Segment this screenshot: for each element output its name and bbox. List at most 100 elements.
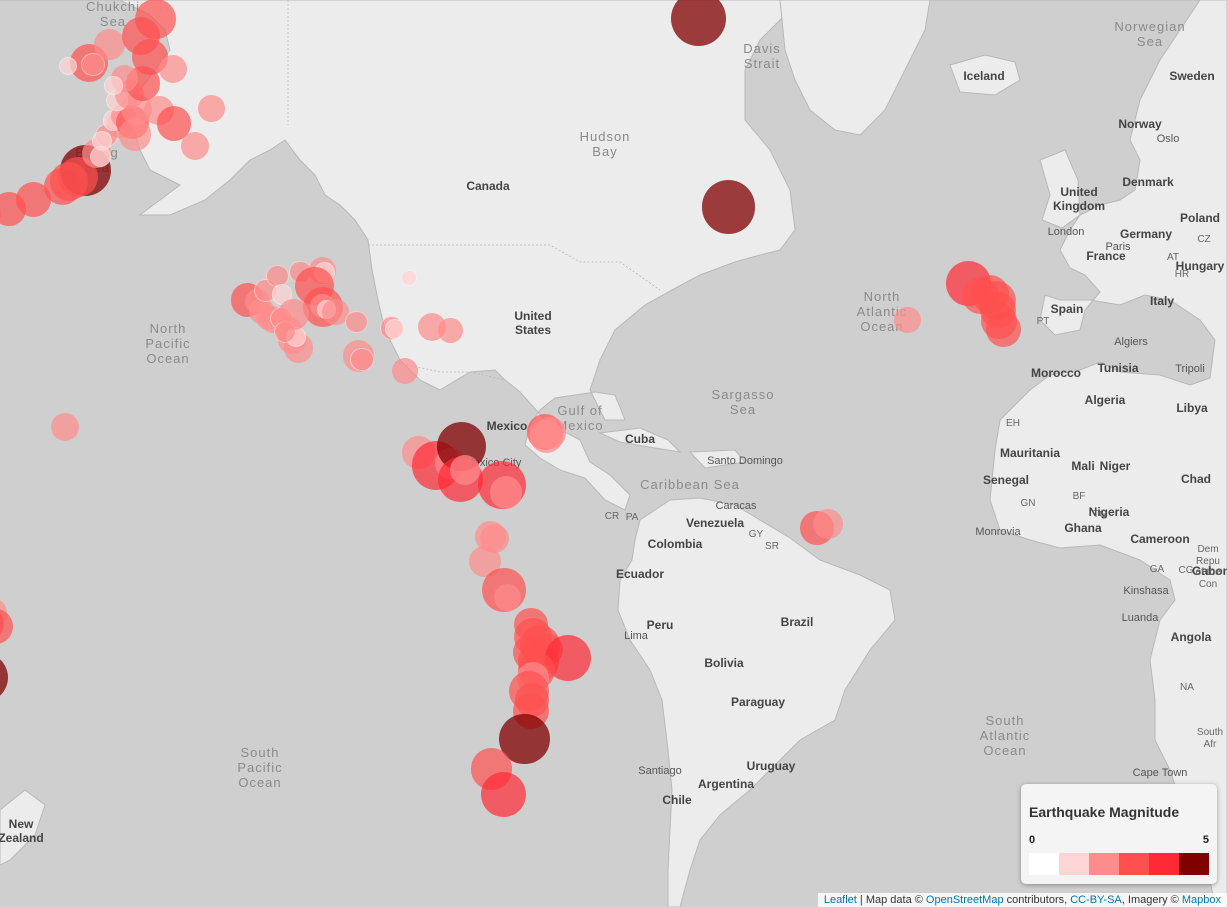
legend-swatch — [1059, 853, 1089, 875]
earthquake-marker[interactable] — [437, 318, 463, 343]
cuba-landmass — [598, 427, 682, 453]
code-label-cg: CG — [1178, 565, 1194, 576]
city-label-paris: Paris — [1105, 241, 1131, 253]
earthquake-marker[interactable] — [701, 180, 756, 235]
code-label-eh: EH — [1006, 418, 1020, 429]
ocean-label-gulf-of-mexico: Gulf of Mexico — [556, 403, 604, 433]
legend-color-scale — [1029, 853, 1209, 875]
earthquake-marker[interactable] — [489, 476, 523, 509]
legend-swatch — [1119, 853, 1149, 875]
country-label-france: France — [1086, 249, 1126, 263]
earthquake-marker[interactable] — [50, 413, 79, 442]
earthquake-marker[interactable] — [198, 94, 225, 122]
country-label-paraguay: Paraguay — [730, 695, 786, 709]
greenland-landmass — [779, 0, 931, 136]
earthquake-marker[interactable] — [670, 0, 726, 47]
earthquake-marker[interactable] — [392, 358, 418, 384]
earthquake-marker[interactable] — [493, 583, 521, 611]
earthquake-marker[interactable] — [104, 76, 124, 96]
earthquake-marker[interactable] — [278, 299, 310, 331]
earthquake-marker[interactable] — [59, 57, 77, 75]
country-label-mexico: Mexico — [486, 419, 528, 433]
legend-swatch — [1089, 853, 1119, 875]
iceland-landmass — [949, 54, 1021, 96]
country-label-united-kingdom: United Kingdom — [1053, 185, 1105, 213]
earthquake-marker[interactable] — [385, 318, 406, 340]
country-label-spain: Spain — [1050, 302, 1084, 316]
earthquake-marker[interactable] — [118, 118, 152, 151]
code-label-ga: GA — [1149, 564, 1165, 575]
code-label-pt: PT — [1036, 316, 1050, 327]
ocean-label-hudson-bay: Hudson Bay — [579, 129, 631, 159]
country-label-bolivia: Bolivia — [704, 656, 744, 670]
legend-swatch — [1179, 853, 1209, 875]
country-label-uruguay: Uruguay — [746, 759, 796, 773]
country-label-brazil: Brazil — [780, 615, 814, 629]
country-label-cameroon: Cameroon — [1130, 532, 1190, 546]
city-label-algiers: Algiers — [1114, 336, 1148, 348]
us-mexico-border — [394, 361, 506, 381]
country-label-colombia: Colombia — [647, 537, 703, 551]
country-label-ghana: Ghana — [1064, 521, 1102, 535]
earthquake-marker[interactable] — [321, 298, 349, 326]
city-label-santo-domingo: Santo Domingo — [707, 455, 783, 467]
earthquake-marker[interactable] — [401, 270, 417, 287]
country-label-venezuela: Venezuela — [685, 516, 745, 530]
earthquake-marker[interactable] — [0, 653, 9, 703]
earthquake-marker[interactable] — [534, 417, 567, 449]
country-label-germany: Germany — [1119, 227, 1173, 241]
earthquake-marker[interactable] — [345, 310, 368, 334]
earthquake-marker[interactable] — [481, 772, 527, 818]
earthquake-marker[interactable] — [813, 509, 844, 540]
earthquake-marker[interactable] — [181, 131, 210, 160]
code-label-at: AT — [1166, 252, 1180, 263]
country-label-cuba: Cuba — [625, 432, 655, 446]
earthquake-marker[interactable] — [450, 455, 481, 486]
city-label-lima: Lima — [624, 630, 648, 642]
attribution-text-2: contributors, — [1003, 894, 1071, 906]
south-america-landmass — [617, 497, 896, 907]
country-label-hungary: Hungary — [1175, 259, 1225, 273]
country-label-angola: Angola — [1170, 630, 1212, 644]
earthquake-marker[interactable] — [81, 52, 105, 77]
mapbox-link[interactable]: Mapbox — [1181, 894, 1221, 906]
cc-by-sa-link[interactable]: CC-BY-SA — [1070, 894, 1122, 906]
earthquake-marker[interactable] — [93, 28, 126, 61]
code-label-pa: PA — [625, 512, 639, 523]
code-label-south-afr: South Afr — [1196, 727, 1224, 750]
earthquake-marker[interactable] — [350, 347, 374, 372]
earthquake-marker[interactable] — [135, 0, 176, 40]
code-label-cr: CR — [604, 511, 620, 522]
country-label-tunisia: Tunisia — [1097, 361, 1139, 375]
code-label-gn: GN — [1020, 498, 1036, 509]
country-label-norway: Norway — [1118, 117, 1162, 131]
ocean-label-sargasso-sea: Sargasso Sea — [711, 387, 775, 417]
europe-africa-landmass — [989, 0, 1227, 907]
legend-min-label: 0 — [1029, 834, 1036, 846]
code-label-hr: HR — [1174, 269, 1190, 280]
city-label-london: London — [1047, 226, 1085, 238]
city-label-monrovia: Monrovia — [975, 526, 1021, 538]
earthquake-marker[interactable] — [89, 146, 111, 168]
code-label-sr: SR — [765, 541, 779, 552]
city-label-tripoli: Tripoli — [1175, 363, 1205, 375]
earthquake-marker[interactable] — [50, 162, 89, 201]
country-label-nigeria: Nigeria — [1088, 505, 1130, 519]
country-label-chad: Chad — [1181, 472, 1211, 486]
earthquake-marker[interactable] — [0, 609, 14, 645]
ocean-label-norwegian-sea: Norwegian Sea — [1114, 19, 1186, 49]
country-label-senegal: Senegal — [982, 473, 1030, 487]
code-label-gy: GY — [748, 529, 764, 540]
country-label-morocco: Morocco — [1030, 366, 1082, 380]
city-label-cape-town: Cape Town — [1132, 767, 1188, 779]
new-zealand-landmass — [0, 789, 46, 866]
earthquake-marker[interactable] — [159, 54, 188, 83]
legend-title: Earthquake Magnitude — [1029, 804, 1180, 820]
attribution-text-3: , Imagery © — [1121, 894, 1182, 906]
earthquake-marker[interactable] — [986, 312, 1021, 348]
earthquake-marker[interactable] — [894, 306, 922, 334]
openstreetmap-link[interactable]: OpenStreetMap — [925, 894, 1004, 906]
leaflet-link[interactable]: Leaflet — [823, 894, 857, 906]
country-label-libya: Libya — [1176, 401, 1208, 415]
